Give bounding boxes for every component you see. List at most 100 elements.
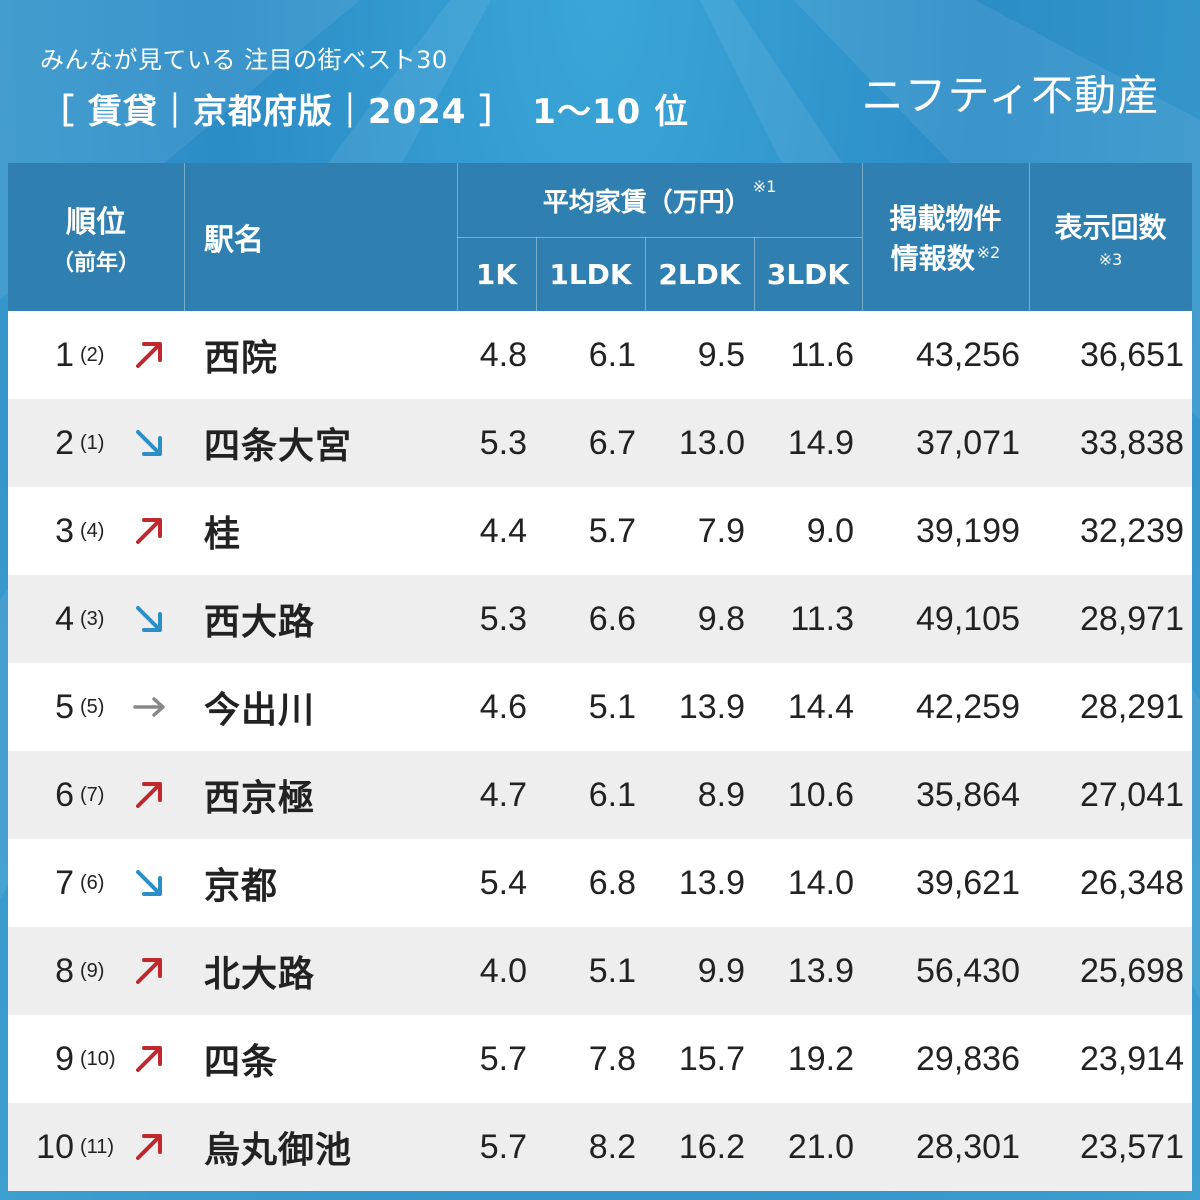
cell-ldk2: 9.5	[697, 335, 745, 374]
ranking-table: 順位 （前年） 駅名 平均家賃（万円） ※1 1K 1LDK 2LDK 3LDK…	[8, 163, 1192, 1192]
cell-ldk2: 13.0	[678, 423, 745, 462]
cell-ldk3: 9.0	[806, 511, 854, 550]
cell-ldk1: 5.1	[588, 951, 636, 990]
cell-listings: 29,836	[916, 1039, 1020, 1078]
arrow-right-icon	[132, 663, 170, 751]
cell-ldk1: 6.1	[588, 335, 636, 374]
table-row: 10 (11) 烏丸御池 5.7 8.2 16.2 21.0 28,301 23,571	[8, 1103, 1192, 1191]
rank-value: 7	[55, 863, 74, 902]
table-row: 3 (4) 桂 4.4 5.7 7.9 9.0 39,199 32,239	[8, 487, 1192, 575]
cell-listings: 39,621	[916, 863, 1020, 902]
cell-ldk1: 5.1	[588, 687, 636, 726]
rank-value: 5	[55, 687, 74, 726]
header-divider	[645, 237, 646, 311]
previous-rank: (2)	[80, 343, 105, 366]
header-1k: 1K	[475, 257, 518, 291]
station-name: 今出川	[204, 690, 316, 731]
arrow-up-right-icon	[132, 1103, 170, 1191]
rank-value: 10	[36, 1127, 74, 1166]
cell-k1: 5.3	[479, 423, 527, 462]
cell-k1: 5.3	[479, 599, 527, 638]
cell-ldk3: 13.9	[787, 951, 854, 990]
rank-value: 3	[55, 511, 74, 550]
cell-views: 27,041	[1080, 775, 1184, 814]
station-name: 北大路	[204, 954, 316, 995]
infographic-subtitle: みんなが見ている 注目の街ベスト30	[40, 46, 448, 74]
rank-value: 8	[55, 951, 74, 990]
infographic-title: ［ 賃貸｜京都府版｜2024 ］ 1〜10 位	[40, 92, 690, 132]
table-row: 8 (9) 北大路 4.0 5.1 9.9 13.9 56,430 25,698	[8, 927, 1192, 1015]
previous-rank: (4)	[80, 519, 105, 542]
header-1ldk: 1LDK	[549, 257, 632, 291]
header-views-note: ※3	[1098, 249, 1123, 269]
station-name: 四条	[204, 1042, 279, 1083]
rank-value: 9	[55, 1039, 74, 1078]
cell-views: 26,348	[1080, 863, 1184, 902]
header-divider	[457, 237, 862, 238]
cell-ldk1: 6.1	[588, 775, 636, 814]
previous-rank: (5)	[80, 695, 105, 718]
brand-logo: ニフティ不動産	[861, 71, 1160, 120]
rank-value: 1	[55, 335, 74, 374]
cell-ldk2: 13.9	[678, 863, 745, 902]
table-row: 5 (5) 今出川 4.6 5.1 13.9 14.4 42,259 28,291	[8, 663, 1192, 751]
previous-rank: (7)	[80, 783, 105, 806]
cell-ldk3: 11.6	[790, 335, 854, 374]
cell-views: 33,838	[1080, 423, 1184, 462]
cell-listings: 56,430	[916, 951, 1020, 990]
header-listings-line2-wrap: 情報数 ※2	[891, 237, 1001, 277]
table-row: 7 (6) 京都 5.4 6.8 13.9 14.0 39,621 26,348	[8, 839, 1192, 927]
arrow-up-right-icon	[132, 487, 170, 575]
cell-ldk2: 7.9	[697, 511, 745, 550]
header-avg-rent-label: 平均家賃（万円）	[542, 187, 751, 218]
station-name: 京都	[204, 866, 279, 907]
header-avg-rent-note: ※1	[752, 177, 777, 196]
table-row: 9 (10) 四条 5.7 7.8 15.7 19.2 29,836 23,914	[8, 1015, 1192, 1103]
cell-listings: 35,864	[916, 775, 1020, 814]
header-listings-note: ※2	[976, 242, 1001, 262]
cell-ldk1: 5.7	[588, 511, 636, 550]
header-3ldk: 3LDK	[766, 257, 850, 291]
cell-views: 36,651	[1080, 335, 1184, 374]
header-listings-line1: 掲載物件	[889, 202, 1002, 235]
cell-views: 28,971	[1080, 599, 1184, 638]
cell-ldk3: 19.2	[787, 1039, 854, 1078]
cell-listings: 49,105	[916, 599, 1020, 638]
header-divider	[457, 163, 458, 311]
table-header: 順位 （前年） 駅名 平均家賃（万円） ※1 1K 1LDK 2LDK 3LDK…	[8, 163, 1192, 311]
cell-ldk3: 14.9	[787, 423, 854, 462]
header-views: 表示回数 ※3	[1029, 163, 1192, 311]
cell-ldk2: 8.9	[697, 775, 745, 814]
station-name: 四条大宮	[204, 426, 353, 467]
cell-views: 25,698	[1080, 951, 1184, 990]
rank-value: 6	[55, 775, 74, 814]
table-body: 1 (2) 西院 4.8 6.1 9.5 11.6 43,256 36,651 2 (1) 四条大宮 5…	[8, 311, 1192, 1191]
header-views-label: 表示回数	[1054, 210, 1167, 244]
arrow-down-right-icon	[132, 399, 170, 487]
cell-listings: 43,256	[916, 335, 1020, 374]
header-divider	[536, 237, 537, 311]
cell-views: 23,914	[1080, 1039, 1184, 1078]
cell-listings: 28,301	[916, 1127, 1020, 1166]
previous-rank: (10)	[80, 1047, 116, 1070]
station-name: 桂	[204, 514, 242, 555]
cell-ldk3: 14.4	[787, 687, 854, 726]
cell-listings: 42,259	[916, 687, 1020, 726]
arrow-up-right-icon	[132, 927, 170, 1015]
table-row: 2 (1) 四条大宮 5.3 6.7 13.0 14.9 37,071 33,838	[8, 399, 1192, 487]
header-listings-line2: 情報数	[890, 242, 975, 275]
station-name: 西京極	[204, 778, 316, 819]
previous-rank: (6)	[80, 871, 105, 894]
station-name: 西大路	[204, 602, 316, 643]
cell-ldk3: 21.0	[787, 1127, 854, 1166]
cell-listings: 39,199	[916, 511, 1020, 550]
arrow-up-right-icon	[132, 311, 170, 399]
previous-rank: (11)	[80, 1135, 115, 1158]
cell-ldk3: 10.6	[787, 775, 854, 814]
header-listings: 掲載物件 情報数 ※2	[862, 163, 1029, 311]
header-divider	[1029, 163, 1030, 311]
cell-k1: 4.6	[479, 687, 527, 726]
cell-ldk3: 14.0	[787, 863, 854, 902]
station-name: 西院	[204, 338, 279, 379]
